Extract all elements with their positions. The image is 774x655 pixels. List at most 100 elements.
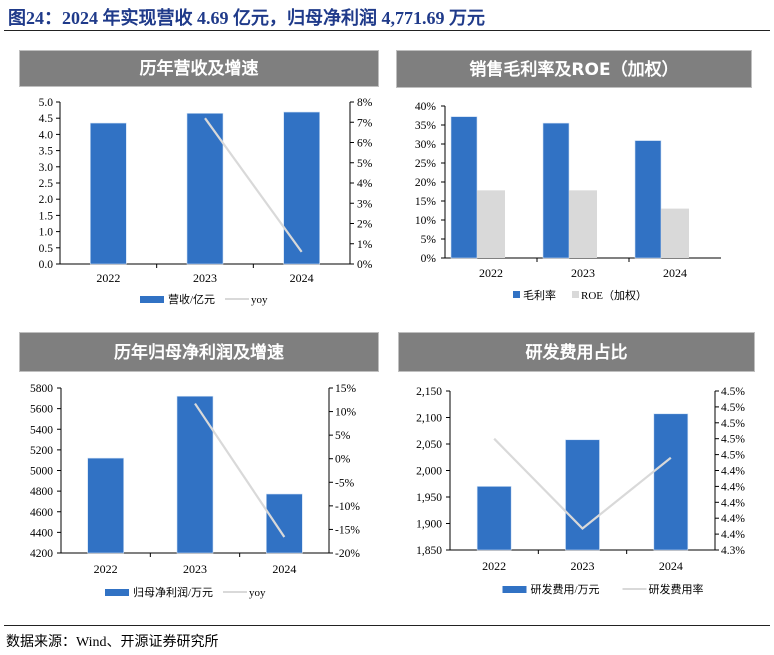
- bottom-divider: [4, 625, 770, 626]
- bar-归母净利润/万元: [87, 457, 124, 554]
- y-tick-label-right: 15%: [335, 383, 357, 395]
- y-tick-label-right: 5%: [335, 430, 351, 442]
- y-tick-label-left: 35%: [415, 120, 437, 132]
- y-tick-label-right: 4.5%: [721, 402, 745, 414]
- panel-title: 历年归母净利润及增速: [19, 332, 379, 372]
- y-tick-label-left: 1,900: [416, 519, 442, 531]
- y-tick-label-left: 3.0: [39, 162, 54, 174]
- chart-revenue: 0.0 0.5 1.0 1.5 2.0 2.5 3.0 3.5 4.0 4.5 5.0 0% 1% 2% 3…: [39, 97, 373, 306]
- panel-rnd: 研发费用占比 1,850 1,900 1,950 2,000 2,050 2,100 2,1…: [398, 332, 774, 612]
- panel-revenue: 历年营收及增速 0.0 0.5 1.0 1.5 2.0 2.5 3.0 3.5 4.0 4.5 5.…: [19, 50, 381, 320]
- panel-net-profit: 历年归母净利润及增速 4200 4400 4600 4800 5000 5200 5400 5…: [19, 332, 381, 612]
- y-tick-label-right: 2%: [357, 219, 373, 231]
- legend-label: ROE（加权）: [581, 289, 647, 302]
- bar-研发费用/万元: [565, 439, 600, 551]
- y-tick-label-left: 4800: [30, 486, 53, 498]
- y-tick-label-right: 3%: [357, 198, 373, 210]
- x-tick-label: 2024: [272, 562, 296, 576]
- y-tick-label-left: 5%: [421, 234, 437, 246]
- y-tick-label-left: 4.5: [39, 113, 54, 125]
- y-tick-label-left: 1.5: [39, 210, 54, 222]
- figure-title: 图24：2024 年实现营收 4.69 亿元，归母净利润 4,771.69 万元: [8, 8, 485, 28]
- y-tick-label-right: 4.5%: [721, 386, 745, 398]
- y-tick-label-left: 1,850: [416, 545, 442, 557]
- panel-margin: 销售毛利率及ROE（加权） 0% 5% 10% 15% 20% 25% 30% 35% 40% 2…: [396, 50, 774, 320]
- x-tick-label: 2023: [571, 266, 595, 280]
- x-tick-label: 2024: [659, 559, 683, 573]
- bar-归母净利润/万元: [176, 395, 214, 554]
- y-tick-label-left: 2,150: [416, 386, 442, 398]
- legend-swatch-bar: [502, 586, 527, 593]
- y-tick-label-left: 4600: [30, 507, 53, 519]
- y-tick-label-left: 2.5: [39, 178, 54, 190]
- x-tick-label: 2024: [290, 271, 314, 285]
- y-tick-label-right: 4%: [357, 178, 373, 190]
- line-yoy: [194, 402, 286, 538]
- y-tick-label-left: 4400: [30, 527, 53, 539]
- bar-毛利率: [634, 140, 662, 259]
- y-tick-label-left: 5200: [30, 445, 53, 457]
- y-tick-label-left: 0.5: [39, 243, 54, 255]
- y-tick-label-left: 2,000: [416, 466, 442, 478]
- y-tick-label-left: 5600: [30, 404, 53, 416]
- legend-label: yoy: [251, 294, 268, 306]
- line-yoy: [204, 117, 303, 253]
- y-tick-label-right: -20%: [335, 548, 360, 560]
- y-tick-label-right: 6%: [357, 138, 373, 150]
- y-tick-label-left: 4.0: [39, 129, 54, 141]
- y-tick-label-right: 7%: [357, 117, 373, 129]
- bar-营收/亿元: [90, 122, 127, 265]
- bar-营收/亿元: [283, 111, 320, 265]
- legend-label: 研发费用/万元: [531, 582, 600, 596]
- y-tick-label-left: 5000: [30, 466, 53, 478]
- y-tick-label-left: 2,100: [416, 413, 442, 425]
- y-tick-label-right: 4.4%: [721, 466, 745, 478]
- x-tick-label: 2023: [183, 562, 207, 576]
- y-tick-label-left: 20%: [415, 177, 437, 189]
- legend-label: 毛利率: [523, 288, 556, 302]
- y-tick-label-right: 10%: [335, 407, 357, 419]
- y-tick-label-left: 2.0: [39, 194, 54, 206]
- y-tick-label-left: 0%: [421, 253, 437, 265]
- y-tick-label-left: 4200: [30, 548, 53, 560]
- bar-研发费用/万元: [476, 486, 512, 551]
- legend-swatch-bar: [140, 296, 164, 303]
- legend-swatch-bar: [513, 291, 520, 298]
- y-tick-label-left: 3.5: [39, 146, 54, 158]
- y-tick-label-right: 4.5%: [721, 450, 745, 462]
- bar-ROE（加权）: [569, 190, 597, 258]
- y-tick-label-right: 4.3%: [721, 545, 745, 557]
- y-tick-label-left: 25%: [415, 158, 437, 170]
- y-tick-label-right: 4.5%: [721, 418, 745, 430]
- x-tick-label: 2022: [94, 562, 118, 576]
- legend-label: 研发费用率: [649, 582, 704, 596]
- x-tick-label: 2022: [479, 266, 503, 280]
- legend-swatch-bar: [572, 291, 579, 298]
- y-tick-label-right: 1%: [357, 239, 373, 251]
- panel-title: 销售毛利率及ROE（加权）: [396, 50, 752, 88]
- panel-title: 历年营收及增速: [19, 50, 379, 87]
- x-tick-label: 2024: [663, 266, 687, 280]
- y-tick-label-left: 1.0: [39, 227, 54, 239]
- y-tick-label-left: 15%: [415, 196, 437, 208]
- bar-归母净利润/万元: [266, 493, 303, 554]
- y-tick-label-right: -15%: [335, 524, 360, 536]
- legend-label: yoy: [249, 587, 266, 599]
- y-tick-label-right: 0%: [335, 454, 351, 466]
- y-tick-label-left: 30%: [415, 139, 437, 151]
- chart-net-profit: 4200 4400 4600 4800 5000 5200 5400 5600 5800 -20%…: [30, 383, 360, 599]
- legend-label: 营收/亿元: [168, 292, 215, 306]
- y-tick-label-right: 0%: [357, 259, 373, 271]
- bar-ROE（加权）: [477, 190, 505, 258]
- y-tick-label-right: 8%: [357, 97, 373, 109]
- y-tick-label-right: -10%: [335, 501, 360, 513]
- x-tick-label: 2022: [482, 559, 506, 573]
- bar-毛利率: [542, 122, 570, 259]
- y-tick-label-left: 5.0: [39, 97, 54, 109]
- y-tick-label-left: 5400: [30, 424, 53, 436]
- bar-ROE（加权）: [661, 208, 689, 258]
- chart-rnd: 1,850 1,900 1,950 2,000 2,050 2,100 2,150 4.3% 4…: [416, 386, 745, 596]
- bar-营收/亿元: [186, 113, 224, 265]
- legend-swatch-bar: [105, 589, 129, 596]
- y-tick-label-right: 4.4%: [721, 529, 745, 541]
